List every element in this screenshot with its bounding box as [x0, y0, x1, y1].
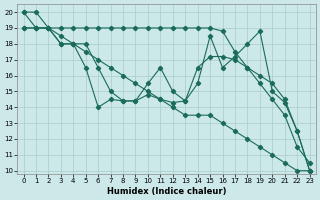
X-axis label: Humidex (Indice chaleur): Humidex (Indice chaleur) [107, 187, 226, 196]
